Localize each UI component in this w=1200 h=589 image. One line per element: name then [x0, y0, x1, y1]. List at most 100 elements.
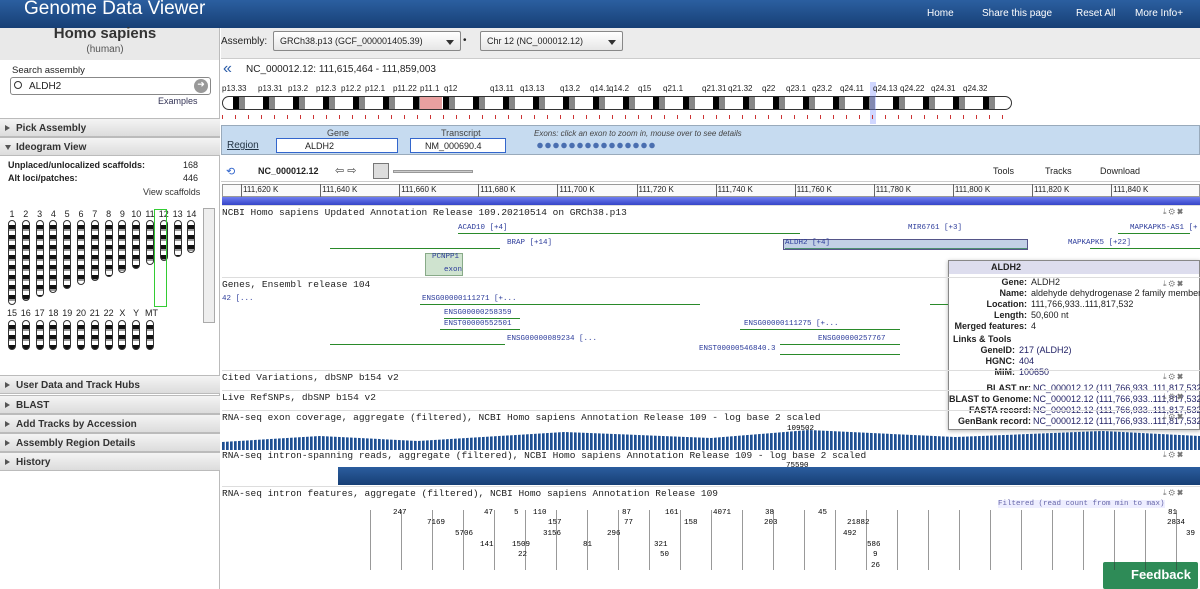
chromosome-label[interactable]: 21	[89, 308, 100, 318]
collapse-button[interactable]: «	[223, 60, 232, 77]
chromosome-label[interactable]: 9	[119, 209, 125, 219]
accordion-item[interactable]: Assembly Region Details	[0, 433, 220, 452]
chromosome-glyph[interactable]	[90, 220, 99, 281]
popup-title: ALDH2	[991, 262, 1022, 272]
nav-link[interactable]: Reset All	[1076, 8, 1116, 19]
chromosome-label[interactable]: 20	[76, 308, 87, 318]
track-feature[interactable]: BRAP [+14]	[507, 239, 553, 247]
accordion-item[interactable]: BLAST	[0, 395, 220, 414]
track-feature[interactable]: ENSG00000089234 [...	[507, 335, 598, 343]
track-feature[interactable]: ENSG00000257767	[818, 335, 886, 343]
track-feature[interactable]: ENSG00000258359	[444, 309, 512, 317]
chromosome-label[interactable]: 4	[50, 209, 56, 219]
chromosome-glyph[interactable]	[35, 220, 44, 297]
assembly-select[interactable]: GRCh38.p13 (GCF_000001405.39)	[273, 31, 461, 51]
chromosome-glyph[interactable]	[132, 220, 141, 269]
chromosome-glyph[interactable]	[63, 320, 72, 350]
chromosome-label[interactable]: 7	[92, 209, 98, 219]
tools-menu[interactable]: Tools	[993, 166, 1015, 176]
download-menu[interactable]: Download	[1100, 166, 1141, 176]
chromosome-glyph[interactable]	[21, 220, 30, 301]
chromosome-label[interactable]: 2	[23, 209, 29, 219]
chromosome-glyph[interactable]	[132, 320, 141, 350]
track-feature[interactable]: MIR6761 [+3]	[908, 224, 963, 232]
chromosome-label[interactable]: 15	[7, 308, 18, 318]
chromosome-label[interactable]: 17	[34, 308, 45, 318]
track-feature[interactable]: 42 [...	[222, 295, 254, 303]
popup-link[interactable]: NC_000012.12 (111,766,933..111,817,532)	[1033, 394, 1200, 404]
exon-dots[interactable]	[536, 142, 656, 149]
track-feature[interactable]: ENST00000546840.3	[699, 345, 776, 353]
chromosome-glyph[interactable]	[104, 320, 113, 350]
chromosome-label[interactable]: 1	[9, 209, 15, 219]
chromosome-label[interactable]: 3	[37, 209, 43, 219]
chromosome-glyph[interactable]	[21, 320, 30, 350]
chromosome-glyph[interactable]	[118, 220, 127, 273]
chromosome-glyph[interactable]	[77, 320, 85, 350]
region-menu[interactable]: Region	[227, 140, 259, 151]
chromosome-glyph[interactable]	[8, 320, 16, 350]
chromosome-label[interactable]: MT	[145, 308, 158, 318]
chromosome-glyph[interactable]	[90, 320, 99, 350]
chromosome-label[interactable]: 13	[172, 209, 183, 219]
track-feature[interactable]: ALDH2 [+4]	[785, 239, 831, 247]
track-feature[interactable]: MAPKAPK5-AS1 [+	[1130, 224, 1198, 232]
chromosome-glyph[interactable]	[49, 320, 58, 350]
chromosome-label[interactable]: 11	[145, 209, 155, 219]
chromosome-label[interactable]: 14	[186, 209, 197, 219]
view-scaffolds[interactable]: View scaffolds	[143, 187, 201, 197]
gene-select[interactable]: ALDH2	[276, 138, 398, 153]
track-feature[interactable]: exon	[444, 266, 463, 274]
accordion-item[interactable]: User Data and Track Hubs	[0, 375, 220, 394]
nav-link[interactable]: Home	[927, 8, 954, 19]
chromosome-glyph[interactable]	[8, 220, 16, 305]
track-feature[interactable]: ENSG00000111271 [+...	[422, 295, 517, 303]
chromosome-glyph[interactable]	[104, 220, 113, 277]
chromosome-label[interactable]: 10	[131, 209, 142, 219]
chromosome-glyph[interactable]	[49, 220, 58, 293]
chromosome-glyph[interactable]	[173, 220, 182, 257]
track-feature[interactable]: ENSG00000111275 [+...	[744, 320, 839, 328]
accordion-item[interactable]: Pick Assembly	[0, 118, 220, 137]
popup-link[interactable]: 404	[1019, 356, 1035, 366]
tracks-menu[interactable]: Tracks	[1045, 166, 1072, 176]
chromosome-label[interactable]: 5	[64, 209, 70, 219]
popup-link[interactable]: NC_000012.12 (111,766,933..111,817,532)	[1033, 383, 1200, 393]
chromosome-glyph[interactable]	[118, 320, 127, 350]
track-feature[interactable]: MAPKAPK5 [+22]	[1068, 239, 1132, 247]
chromosome-glyph[interactable]	[63, 220, 72, 289]
chromosome-glyph[interactable]	[77, 220, 85, 285]
chromosome-label[interactable]: 18	[48, 308, 59, 318]
sequence-menu[interactable]: NC_000012.12	[258, 166, 319, 176]
track-feature[interactable]: ACAD10 [+4]	[458, 224, 508, 232]
chromosome-label[interactable]: 22	[103, 308, 114, 318]
accordion-item[interactable]: Ideogram View	[0, 137, 220, 156]
search-input[interactable]: ALDH2	[10, 77, 211, 95]
chromosome-glyph[interactable]	[159, 220, 168, 261]
track-feature[interactable]: ENST00000552501	[444, 320, 512, 328]
chromosome-select[interactable]: Chr 12 (NC_000012.12)	[480, 31, 623, 51]
chromosome-label[interactable]: 12	[158, 209, 169, 219]
accordion-item[interactable]: Add Tracks by Accession	[0, 414, 220, 433]
nav-link[interactable]: Share this page	[982, 8, 1053, 19]
chromosome-label[interactable]: 6	[78, 209, 84, 219]
popup-link[interactable]: 217 (ALDH2)	[1019, 345, 1072, 355]
ideogram	[222, 96, 1012, 110]
chromosome-label[interactable]: 8	[106, 209, 112, 219]
chromosome-label[interactable]: 16	[20, 308, 31, 318]
chromosome-label[interactable]: X	[119, 308, 126, 318]
nav-link[interactable]: More Info+	[1135, 8, 1184, 19]
chromosome-label[interactable]: 19	[62, 308, 73, 318]
chromosome-glyph[interactable]	[146, 320, 154, 350]
chromosome-glyph[interactable]	[187, 220, 196, 253]
transcript-select[interactable]: NM_000690.4	[410, 138, 506, 153]
accordion-item[interactable]: History	[0, 452, 220, 471]
chromosome-glyph[interactable]	[35, 320, 44, 350]
popup-link[interactable]: 100650	[1019, 367, 1050, 377]
chromosome-label[interactable]: Y	[133, 308, 140, 318]
popup-link[interactable]: NC_000012.12 (111,766,933..111,817,532)	[1033, 416, 1200, 426]
examples-link[interactable]: Examples	[158, 96, 198, 106]
track-feature[interactable]: PCNPP1	[432, 253, 460, 261]
band-label: p12.2	[341, 84, 362, 93]
chromosome-glyph[interactable]	[146, 220, 154, 265]
